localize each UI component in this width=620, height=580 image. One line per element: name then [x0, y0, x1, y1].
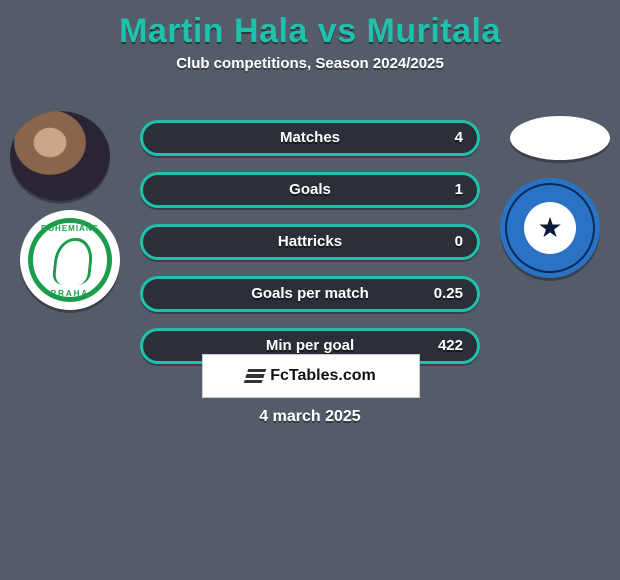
player-left-avatar [10, 111, 110, 201]
stat-value: 0.25 [434, 279, 463, 309]
stat-row: Matches 4 [140, 120, 480, 156]
stat-row: Hattricks 0 [140, 224, 480, 260]
stat-label: Matches [143, 123, 477, 153]
stat-value: 422 [438, 331, 463, 361]
subtitle: Club competitions, Season 2024/2025 [0, 55, 620, 72]
branding-badge: FcTables.com [202, 354, 420, 398]
player-right-avatar [510, 116, 610, 160]
page-title: Martin Hala vs Muritala [0, 0, 620, 55]
stat-value: 0 [455, 227, 463, 257]
stat-label: Goals [143, 175, 477, 205]
comparison-card: Martin Hala vs Muritala Club competition… [0, 0, 620, 580]
star-icon: ★ [535, 213, 565, 243]
stat-label: Hattricks [143, 227, 477, 257]
club-left-name-bottom: PRAHA [20, 289, 120, 298]
chart-icon [244, 369, 267, 383]
stat-row: Goals 1 [140, 172, 480, 208]
stat-label: Goals per match [143, 279, 477, 309]
stat-value: 1 [455, 175, 463, 205]
stats-list: Matches 4 Goals 1 Hattricks 0 Goals per … [140, 120, 480, 380]
stat-value: 4 [455, 123, 463, 153]
branding-text: FcTables.com [270, 367, 376, 385]
stat-row: Goals per match 0.25 [140, 276, 480, 312]
snapshot-date: 4 march 2025 [0, 408, 620, 426]
club-left-badge: BOHEMIANS PRAHA [20, 210, 120, 310]
club-left-name-top: BOHEMIANS [20, 224, 120, 233]
club-right-badge: ★ [500, 178, 600, 278]
